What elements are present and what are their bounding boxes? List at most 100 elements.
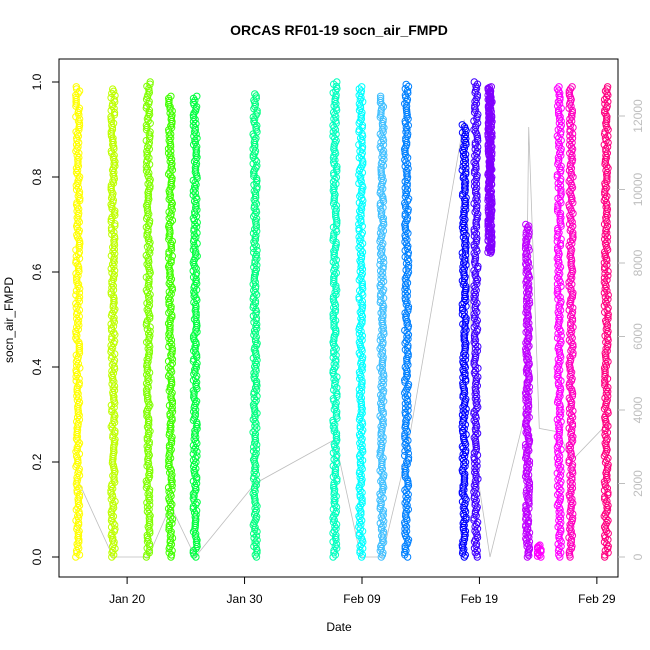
data-point	[107, 94, 115, 102]
data-point	[189, 246, 198, 254]
data-point	[377, 109, 385, 117]
data-point	[168, 500, 176, 509]
data-point	[567, 297, 575, 306]
data-point	[380, 397, 388, 405]
data-point	[600, 364, 609, 372]
data-point	[332, 434, 341, 442]
data-point	[73, 445, 82, 454]
data-point	[377, 309, 385, 317]
y-right-tick-label: 6000	[631, 323, 645, 350]
data-point	[73, 473, 81, 482]
data-point	[72, 274, 81, 282]
data-point	[143, 355, 151, 364]
x-tick-label: Jan 20	[109, 592, 145, 606]
data-point	[601, 349, 609, 357]
x-tick-label: Feb 09	[343, 592, 381, 606]
data-point	[601, 263, 609, 271]
data-point	[76, 284, 84, 293]
data-point	[107, 217, 115, 226]
data-point	[253, 527, 261, 536]
data-point	[470, 126, 478, 134]
data-point	[109, 369, 118, 377]
data-point	[459, 146, 467, 155]
data-point	[378, 132, 386, 140]
x-tick-label: Feb 29	[578, 592, 616, 606]
data-point	[604, 295, 612, 303]
data-point	[250, 534, 258, 542]
series-RF08	[355, 83, 367, 561]
data-point	[569, 209, 577, 218]
data-point	[604, 422, 612, 430]
data-point	[555, 544, 563, 553]
data-point	[462, 134, 470, 143]
data-point	[72, 366, 80, 374]
data-point	[144, 329, 153, 338]
data-point	[566, 115, 574, 123]
data-point	[165, 248, 173, 256]
data-point	[569, 499, 577, 507]
data-point	[75, 293, 84, 301]
data-point	[471, 139, 480, 147]
data-point	[404, 352, 412, 360]
data-point	[189, 334, 198, 342]
data-point	[522, 220, 530, 229]
y-tick-label: 0.8	[30, 168, 44, 185]
data-point	[143, 147, 151, 156]
data-point	[555, 488, 563, 497]
data-point	[404, 229, 412, 238]
data-point	[470, 481, 479, 490]
data-point	[376, 94, 385, 103]
data-point	[458, 121, 466, 129]
data-point	[404, 454, 413, 462]
data-point	[72, 304, 81, 312]
data-point	[192, 265, 200, 273]
data-point	[566, 521, 574, 529]
data-point	[525, 460, 534, 469]
data-point	[143, 503, 152, 511]
data-point	[164, 170, 173, 178]
data-point	[249, 153, 258, 162]
scatter-points-layer	[72, 78, 612, 561]
data-point	[379, 370, 388, 378]
data-point	[168, 416, 176, 424]
data-point	[567, 411, 576, 419]
data-point	[473, 462, 481, 470]
data-point	[473, 234, 481, 242]
data-point	[356, 104, 365, 112]
data-point	[522, 510, 530, 519]
data-point	[555, 83, 563, 91]
data-point	[72, 95, 80, 104]
data-point	[167, 336, 176, 344]
data-point	[111, 249, 119, 258]
series-RF04	[164, 92, 177, 561]
data-point	[525, 483, 534, 491]
chart-title: ORCAS RF01-19 socn_air_FMPD	[230, 22, 448, 38]
series-RF18	[600, 83, 612, 561]
series-RF12	[470, 78, 482, 561]
data-point	[404, 505, 412, 514]
data-point	[358, 445, 367, 454]
data-point	[401, 434, 409, 442]
data-point	[111, 429, 119, 437]
data-point	[460, 123, 469, 131]
data-point	[145, 154, 153, 162]
data-point	[109, 484, 117, 493]
data-point	[356, 482, 364, 490]
x-axis-label: Date	[326, 620, 352, 634]
data-point	[601, 87, 610, 95]
data-point	[603, 465, 612, 473]
data-point	[601, 239, 610, 248]
y-right-tick-label: 12000	[631, 99, 645, 133]
data-point	[554, 499, 563, 507]
series-RF03	[142, 78, 154, 561]
data-point	[192, 511, 200, 519]
data-point	[376, 92, 385, 101]
data-point	[401, 404, 410, 412]
data-point	[332, 429, 341, 438]
data-point	[603, 276, 611, 284]
data-point	[329, 314, 337, 323]
data-point	[75, 153, 83, 162]
y-right-tick-label: 8000	[631, 249, 645, 276]
data-point	[356, 308, 364, 316]
series-RF11	[458, 121, 470, 561]
